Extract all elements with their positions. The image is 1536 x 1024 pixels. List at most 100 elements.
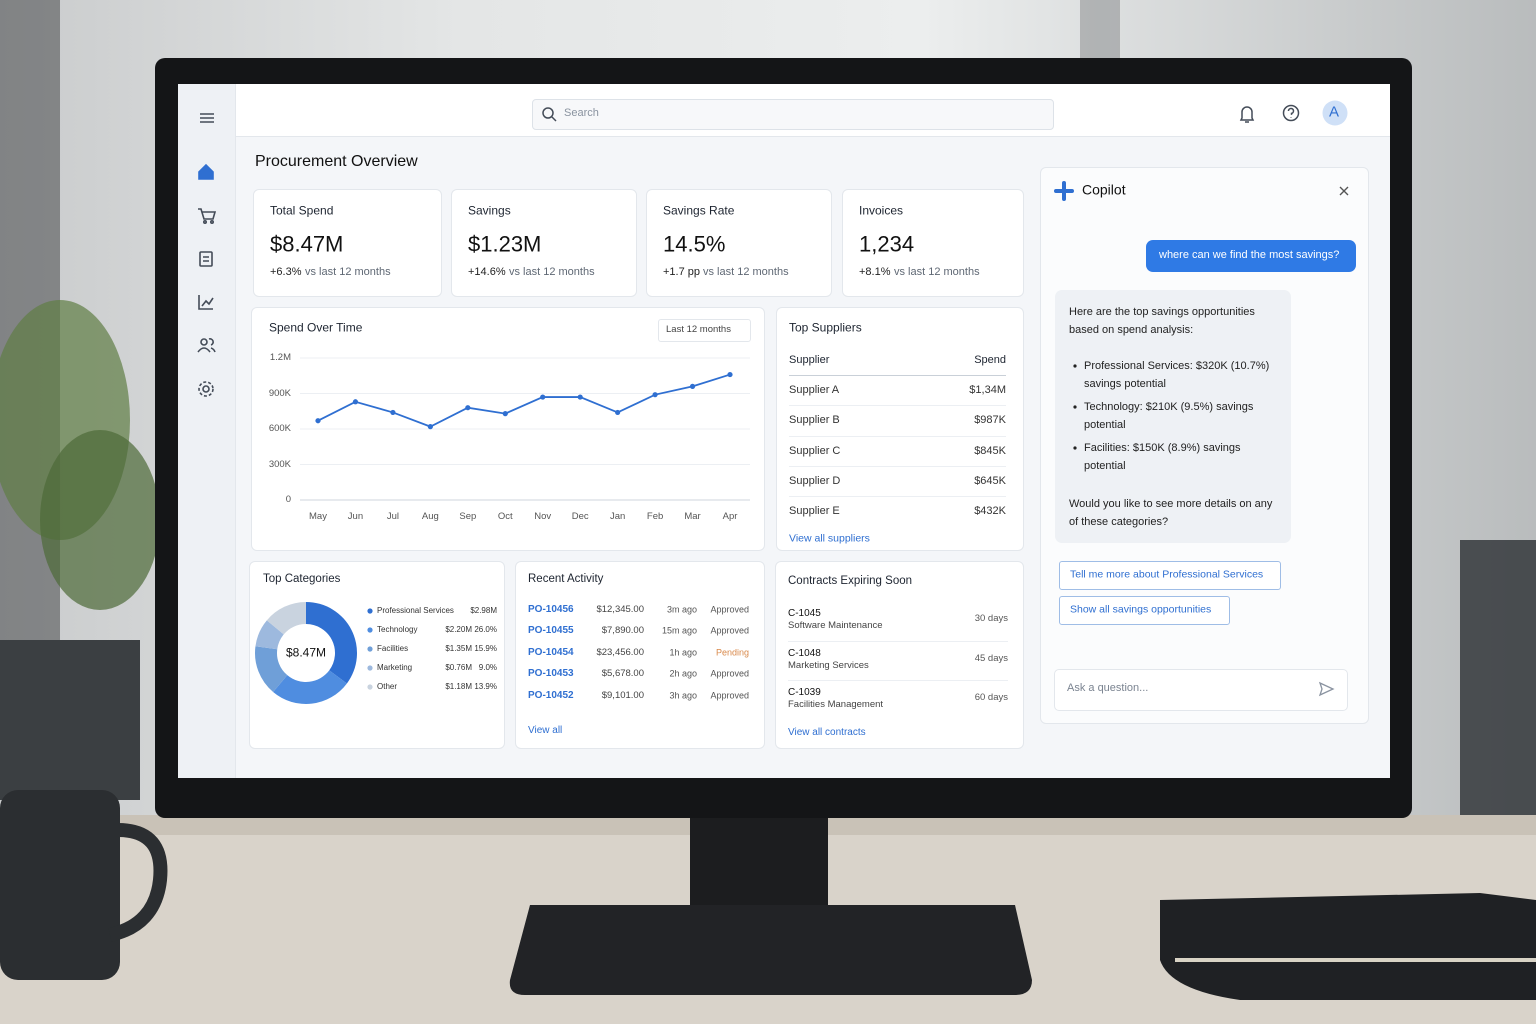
user-message-text: where can we find the most savings? [1159, 249, 1340, 262]
nav-analytics[interactable] [198, 295, 214, 310]
row-divider [789, 435, 1006, 437]
kpi-card [646, 189, 832, 297]
y-tick-label: 1.2M [269, 352, 291, 364]
donut-total: $8.47M [285, 645, 327, 660]
po-status: Approved [710, 625, 749, 636]
x-tick-label: Jan [609, 511, 626, 523]
legend-name: Professional Services [377, 606, 454, 615]
legend-amount: $0.76M [445, 663, 472, 672]
search-box[interactable] [532, 99, 1054, 130]
activity-card [515, 561, 765, 749]
contract-name: Marketing Services [788, 659, 869, 671]
x-tick-label: Oct [497, 511, 513, 523]
supplier-name: Supplier D [789, 475, 841, 488]
legend-name: Other [377, 682, 398, 691]
nav-settings[interactable] [198, 381, 214, 397]
supplier-spend: $645K [974, 475, 1006, 488]
po-time: 1h ago [669, 647, 697, 658]
y-tick-label: 300K [268, 458, 291, 470]
reply-bullet: Professional Services: $320K (10.7%) sav… [1084, 360, 1270, 390]
kpi-value: $8.47M [270, 231, 344, 257]
supplier-spend: $987K [974, 414, 1006, 427]
kpi-card [253, 189, 442, 297]
avatar-initial: A [1329, 103, 1340, 121]
nav-orders[interactable] [198, 208, 217, 225]
screen: Search A Procurement Overview Total Spen… [178, 84, 1390, 778]
po-link[interactable]: PO-10455 [528, 625, 574, 637]
y-tick-label: 600K [268, 423, 291, 435]
categories-title: Top Categories [263, 572, 341, 585]
suggestion-label[interactable]: Show all savings opportunities [1070, 603, 1212, 616]
x-tick-label: Nov [534, 511, 552, 523]
po-time: 3m ago [666, 604, 697, 615]
user-message [1146, 240, 1356, 272]
kpi-change: +8.1% [859, 266, 891, 279]
contract-id: C-1048 [788, 647, 821, 659]
nav-suppliers[interactable] [197, 338, 216, 353]
po-link[interactable]: PO-10452 [528, 689, 574, 701]
legend-share: 15.9% [474, 644, 497, 653]
legend-amount: $1.35M [445, 644, 472, 653]
x-tick-label: Aug [421, 511, 439, 523]
reply-intro: Here are the top savings opportunities b… [1069, 306, 1255, 336]
po-link[interactable]: PO-10456 [528, 603, 574, 615]
kpi-value: 1,234 [859, 231, 915, 257]
nav-contracts[interactable] [199, 251, 213, 267]
search-placeholder: Search [564, 107, 599, 120]
x-tick-label: Sep [459, 511, 477, 523]
suggestion-button[interactable] [1059, 561, 1281, 590]
suppliers-card [776, 307, 1024, 551]
kpi-period: vs last 12 months [703, 266, 789, 279]
x-tick-label: Mar [684, 511, 701, 523]
view-all-activity[interactable]: View all [528, 724, 563, 736]
legend-share: 13.9% [474, 682, 497, 691]
po-link[interactable]: PO-10453 [528, 667, 574, 679]
suggestion-label[interactable]: Tell me more about Professional Services [1070, 568, 1264, 581]
view-all-suppliers[interactable]: View all suppliers [789, 532, 870, 545]
activity-title: Recent Activity [528, 572, 604, 585]
po-amount: $5,678.00 [601, 668, 644, 680]
legend-amount: $1.18M [445, 682, 472, 691]
row-divider [788, 680, 1008, 681]
po-status: Approved [710, 689, 749, 700]
supplier-spend: $1,34M [969, 384, 1006, 397]
sidebar [178, 84, 236, 778]
kpi-period: vs last 12 months [305, 266, 391, 279]
contracts-card [775, 561, 1024, 749]
nav-home[interactable] [198, 163, 214, 180]
contract-id: C-1045 [788, 607, 821, 619]
po-status: Pending [715, 647, 749, 658]
legend-name: Technology [377, 625, 418, 634]
row-divider [789, 496, 1006, 498]
po-link[interactable]: PO-10454 [528, 646, 574, 658]
contract-days: 45 days [974, 652, 1008, 664]
range-selector[interactable] [658, 319, 751, 342]
column-header: Supplier [789, 354, 830, 367]
supplier-name: Supplier C [789, 444, 841, 457]
ask-input[interactable] [1054, 669, 1348, 711]
po-status: Approved [710, 668, 749, 679]
po-amount: $7,890.00 [601, 625, 644, 637]
reply-question: Would you like to see more details on an… [1069, 498, 1273, 528]
suggestion-button[interactable] [1059, 596, 1230, 625]
range-selector-label[interactable]: Last 12 months [666, 324, 731, 336]
reply-bullet: Technology: $210K (9.5%) savings potenti… [1084, 401, 1254, 431]
kpi-period: vs last 12 months [509, 266, 595, 279]
row-divider [788, 640, 1008, 642]
kpi-card [451, 189, 637, 297]
row-divider [789, 405, 1006, 407]
kpi-card [842, 189, 1024, 297]
po-time: 2h ago [669, 668, 697, 679]
x-tick-label: Apr [722, 511, 738, 523]
supplier-name: Supplier A [789, 384, 840, 397]
x-tick-label: Feb [646, 511, 664, 523]
supplier-spend: $845K [974, 444, 1006, 457]
copilot-title: Copilot [1082, 181, 1126, 198]
supplier-spend: $432K [974, 505, 1006, 518]
menu-button[interactable] [200, 113, 214, 123]
contract-name: Software Maintenance [788, 620, 883, 632]
view-all-contracts[interactable]: View all contracts [788, 726, 866, 738]
po-amount: $23,456.00 [596, 646, 644, 658]
